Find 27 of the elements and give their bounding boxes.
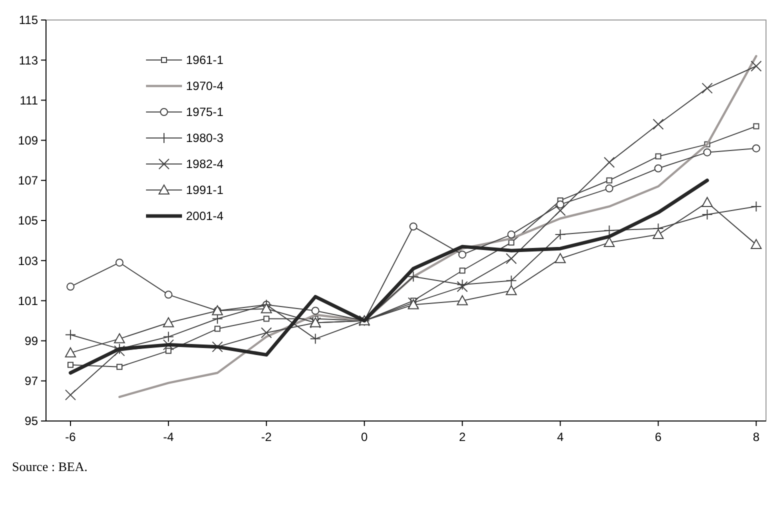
y-tick-label: 95 bbox=[24, 414, 38, 428]
y-tick-label: 109 bbox=[18, 134, 38, 148]
legend-label: 1961-1 bbox=[186, 53, 224, 68]
legend-label: 1980-3 bbox=[186, 131, 224, 146]
legend-label: 2001-4 bbox=[186, 209, 224, 224]
x-tick-label: 2 bbox=[458, 430, 466, 444]
x-tick-label: -2 bbox=[261, 430, 272, 444]
x-tick-label: 0 bbox=[361, 430, 368, 444]
y-tick-label: 103 bbox=[18, 254, 38, 268]
x-tick-label: 6 bbox=[654, 430, 662, 444]
x-tick-label: 8 bbox=[752, 430, 760, 444]
y-tick-label: 97 bbox=[24, 374, 38, 388]
legend-label: 1982-4 bbox=[186, 157, 224, 172]
y-tick-label: 107 bbox=[18, 174, 38, 188]
y-tick-label: 113 bbox=[18, 53, 38, 68]
y-tick-label: 111 bbox=[20, 93, 38, 108]
x-tick-label: -4 bbox=[163, 430, 174, 444]
y-tick-label: 101 bbox=[18, 294, 38, 308]
y-tick-label: 105 bbox=[18, 214, 38, 228]
y-tick-label: 99 bbox=[24, 334, 38, 348]
y-tick-label: 115 bbox=[18, 13, 38, 28]
source-note: Source : BEA. bbox=[12, 459, 88, 474]
x-tick-label: 4 bbox=[556, 430, 564, 444]
legend-label: 1975-1 bbox=[186, 105, 224, 120]
legend-label: 1991-1 bbox=[186, 183, 224, 198]
legend-label: 1970-4 bbox=[186, 79, 224, 94]
x-tick-label: -6 bbox=[65, 430, 76, 444]
